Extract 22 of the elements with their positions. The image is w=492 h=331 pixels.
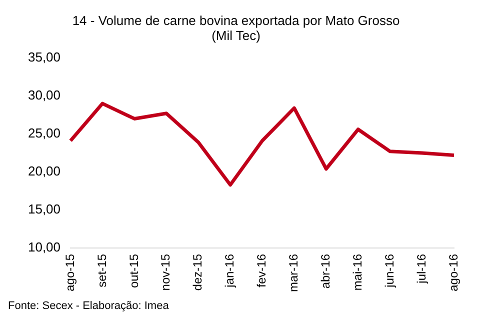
x-tick-label: set-15 bbox=[94, 254, 109, 288]
x-tick-label: jun-16 bbox=[382, 254, 396, 288]
x-tick-label: ago-15 bbox=[62, 254, 77, 292]
x-tick-label: out-15 bbox=[126, 254, 141, 288]
source-note: Fonte: Secex - Elaboração: Imea bbox=[8, 300, 170, 312]
x-tick-label: nov-15 bbox=[158, 254, 173, 291]
x-tick-label: ago-16 bbox=[446, 254, 460, 292]
y-tick-label: 15,00 bbox=[28, 202, 61, 217]
x-tick-label: mai-16 bbox=[350, 254, 364, 291]
y-tick-label: 10,00 bbox=[28, 240, 61, 255]
text: 14 - Volume de carne bovina exportada por Mato Grosso bbox=[72, 13, 400, 28]
y-tick-label: 30,00 bbox=[28, 87, 61, 102]
y-tick-label: 20,00 bbox=[28, 164, 61, 179]
y-tick-label: 35,00 bbox=[28, 49, 61, 64]
x-tick-label: abr-16 bbox=[318, 254, 332, 289]
text: (Mil Tec) bbox=[212, 28, 260, 44]
x-tick-label: dez-15 bbox=[190, 254, 205, 291]
x-tick-label: jul-16 bbox=[414, 254, 428, 284]
x-tick-label: jan-16 bbox=[222, 254, 237, 288]
x-tick-label: mar-16 bbox=[286, 254, 301, 292]
y-tick-label: 25,00 bbox=[28, 126, 61, 141]
x-tick-label: fev-16 bbox=[254, 254, 269, 288]
